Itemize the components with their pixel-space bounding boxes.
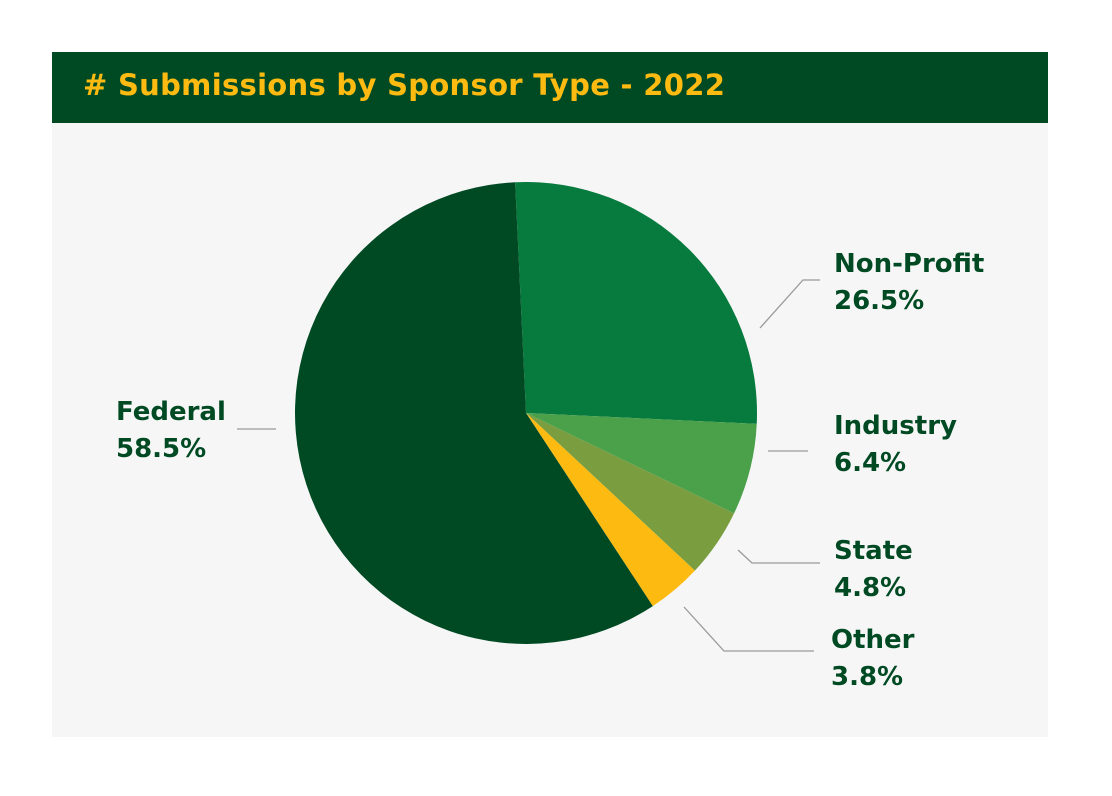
slice-value-federal: 58.5% [116,434,206,464]
slice-label-other: Other [831,625,915,655]
pie-slice-federal [295,182,653,644]
slice-label-federal: Federal [116,397,226,427]
title-bar: # Submissions by Sponsor Type - 2022 [52,52,1048,123]
pie-slice-non-profit [515,182,757,424]
leader-line-state [737,549,820,564]
slice-label-state: State [834,536,913,566]
pie-slice-industry [526,413,757,514]
slice-value-industry: 6.4% [834,448,906,478]
slice-label-non-profit: Non-Profit [834,249,984,279]
leader-line-other [683,606,814,652]
slice-labels: Non-Profit 26.5% Industry 6.4% State 4.8% Othe… [116,249,984,692]
pie-slice-other [526,413,695,607]
slice-label-industry: Industry [834,411,957,441]
slice-value-state: 4.8% [834,573,906,603]
leader-lines [237,279,820,652]
slice-value-other: 3.8% [831,662,903,692]
leader-line-non-profit [759,279,820,329]
slice-value-non-profit: 26.5% [834,286,924,316]
chart-title: # Submissions by Sponsor Type - 2022 [83,68,726,102]
pie-slices [295,182,757,644]
pie-slice-state [526,413,735,571]
